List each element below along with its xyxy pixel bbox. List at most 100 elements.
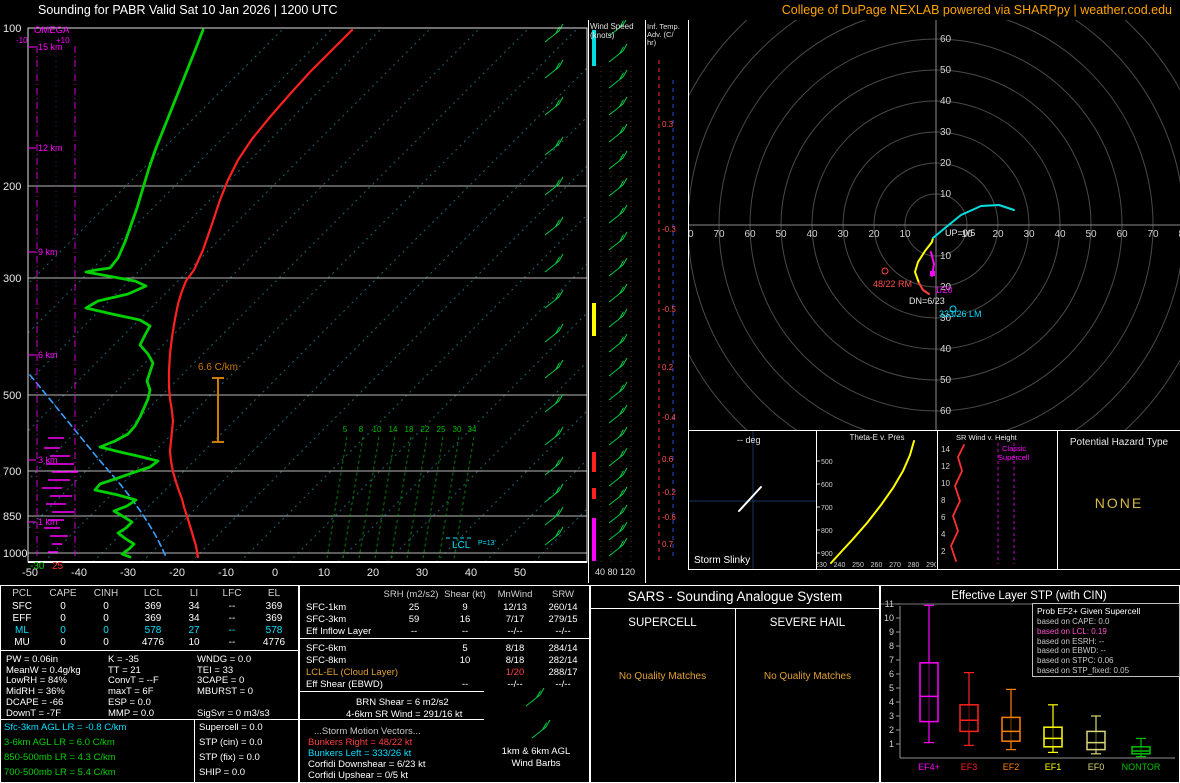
- isotherm-line: [435, 410, 587, 562]
- nexlab-credit-link[interactable]: College of DuPage NEXLAB powered via SHA…: [781, 3, 1172, 17]
- hodo-trace-0-3km: [914, 237, 934, 284]
- temperature-axis-label: -30: [120, 567, 136, 579]
- parcel-cell: 0: [60, 637, 66, 648]
- skewt-border: [27, 27, 588, 563]
- temperature-axis-label: 20: [367, 567, 379, 579]
- thermodynamics-panel: PCL CAPE CINH LCL LI LFC EL SFC 0 0 369 34 -- 369 EFF 0…: [0, 585, 299, 783]
- advection-title: Adv. (C/: [647, 30, 674, 39]
- parcel-cell: 0: [103, 637, 109, 648]
- hazard-title: Potential Hazard Type: [1069, 437, 1169, 448]
- kinematics-row-label: Eff Shear (EBWD): [306, 679, 383, 690]
- hodo-axis-label: 40: [1054, 229, 1066, 240]
- parcel-cell: 0: [103, 601, 109, 612]
- stp-box: [919, 662, 939, 723]
- parcel-cell: 369: [265, 613, 283, 624]
- composite-index-value: STP (cin) = 0.0: [199, 737, 263, 748]
- parcel-row: ML 0 0 578 27 -- 578: [1, 625, 298, 637]
- pressure-label: 200: [3, 181, 21, 193]
- kinematic-value: 284/14: [548, 643, 578, 654]
- advection-value: 0.2: [662, 363, 674, 372]
- stp-category-label: EF0: [1088, 762, 1105, 772]
- mixing-ratio-label: 10: [373, 425, 382, 434]
- advection-value: 0.7: [662, 540, 674, 549]
- parcel-cell: SFC: [12, 601, 32, 612]
- wind-barb: [608, 150, 628, 170]
- thetae-curve: [830, 440, 915, 564]
- bunkers-right-value: Bunkers Right = 48/22 kt: [308, 737, 413, 748]
- stp-legend-title: Prob EF2+ Given Supercell: [1037, 606, 1141, 616]
- wind-barb: [608, 283, 628, 303]
- mean-wind-label: 1/20: [935, 285, 953, 295]
- wind-axis-labels: 40 80 120: [595, 567, 635, 577]
- wind-barb: [544, 136, 564, 156]
- advection-value: 0.6: [662, 455, 674, 464]
- temperature-axis-label: 40: [465, 567, 477, 579]
- stat-value: WNDG = 0.0: [197, 654, 252, 665]
- parcel-cell: 10: [188, 637, 200, 648]
- wind-barb: [544, 393, 564, 413]
- parcel-cell: --: [228, 637, 236, 648]
- stat-value: PW = 0.06in: [6, 654, 59, 665]
- advection-value: -0.5: [662, 305, 676, 314]
- hodo-axis-label: 30: [940, 127, 952, 138]
- hodo-axis-label: 40: [806, 229, 818, 240]
- thetae-x-label: 240: [834, 562, 846, 569]
- kinematic-value: 10: [459, 655, 471, 666]
- kinematics-row-label: LCL-EL (Cloud Layer): [306, 667, 399, 678]
- wind-barb: [544, 456, 564, 476]
- sars-hail-column: SEVERE HAIL No Quality Matches: [735, 609, 879, 782]
- parcel-cell: EL: [267, 588, 281, 599]
- wind-barb: [608, 486, 628, 506]
- wind-barb: [544, 96, 564, 116]
- mixing-ratio-label: 22: [421, 425, 430, 434]
- thetae-x-label: 230: [817, 562, 827, 569]
- parcel-cell: CINH: [93, 588, 119, 599]
- stp-legend-item: based on ESRH: --: [1037, 636, 1105, 646]
- parcel-cell: 34: [188, 601, 200, 612]
- lapse-rate-value: 3-6km AGL LR = 6.0 C/km: [4, 737, 115, 748]
- temperature-axis-label: -10: [218, 567, 234, 579]
- thetae-y-label: 800: [821, 528, 833, 535]
- parcel-row: MU 0 0 4776 10 -- 4776: [1, 637, 298, 649]
- advection-value: -0.2: [662, 488, 676, 497]
- stp-category-label: EF4+: [918, 762, 940, 772]
- parcel-cell: 369: [144, 601, 162, 612]
- dewpoint-trace: [84, 28, 205, 559]
- thermo-stats-grid: PW = 0.06in K = -35 WNDG = 0.0 MeanW = 0.4g…: [1, 652, 298, 719]
- temperature-trace: [167, 28, 354, 559]
- wind-barb: [544, 216, 564, 236]
- hodo-trace-6-9km: [932, 204, 1015, 239]
- wind-barb: [544, 176, 564, 196]
- hodo-axis-label: 30: [940, 313, 952, 324]
- omega-plus-label: +10: [56, 36, 70, 45]
- hodo-axis-label: 10: [899, 229, 911, 240]
- height-label: 3 km: [38, 455, 58, 465]
- kinematic-value: 8/18: [505, 643, 525, 654]
- parcel-cell: LFC: [222, 588, 242, 599]
- stp-y-label: 11: [885, 599, 894, 609]
- height-label: 15 km: [38, 42, 63, 52]
- mixing-ratio-label: 14: [389, 425, 398, 434]
- hodo-trace-3-6km: [918, 282, 930, 295]
- stp-legend-item: based on EBWD: --: [1037, 646, 1106, 656]
- isotherm-line: [28, 28, 383, 383]
- wind-barb: [544, 526, 564, 546]
- divider: [1, 719, 298, 720]
- stat-value: K = -35: [108, 654, 139, 665]
- isotherm-line: [484, 459, 587, 562]
- mixing-ratio-line: [422, 436, 444, 559]
- isotherm-line: [28, 28, 285, 285]
- parcel-cell: PCL: [12, 588, 32, 599]
- parcel-cell: 578: [144, 625, 162, 636]
- height-label: 6 km: [38, 350, 58, 360]
- stp-box: [1001, 716, 1021, 742]
- parcel-cell: 0: [103, 613, 109, 624]
- stp-box: [1043, 726, 1063, 748]
- srwind-curve: [950, 444, 965, 562]
- hodograph-panel: 10 20 30 40 50 60 10 20 30 40 50 60 10 20 30 40 50 60 70 80…: [688, 20, 1180, 430]
- wind-barb: [608, 231, 628, 251]
- kinematic-value: 260/14: [548, 602, 578, 613]
- omega-minus-label: -10: [16, 36, 28, 45]
- stp-title: Effective Layer STP (with CIN): [951, 590, 1107, 602]
- composite-index-value: SHIP = 0.0: [199, 767, 246, 778]
